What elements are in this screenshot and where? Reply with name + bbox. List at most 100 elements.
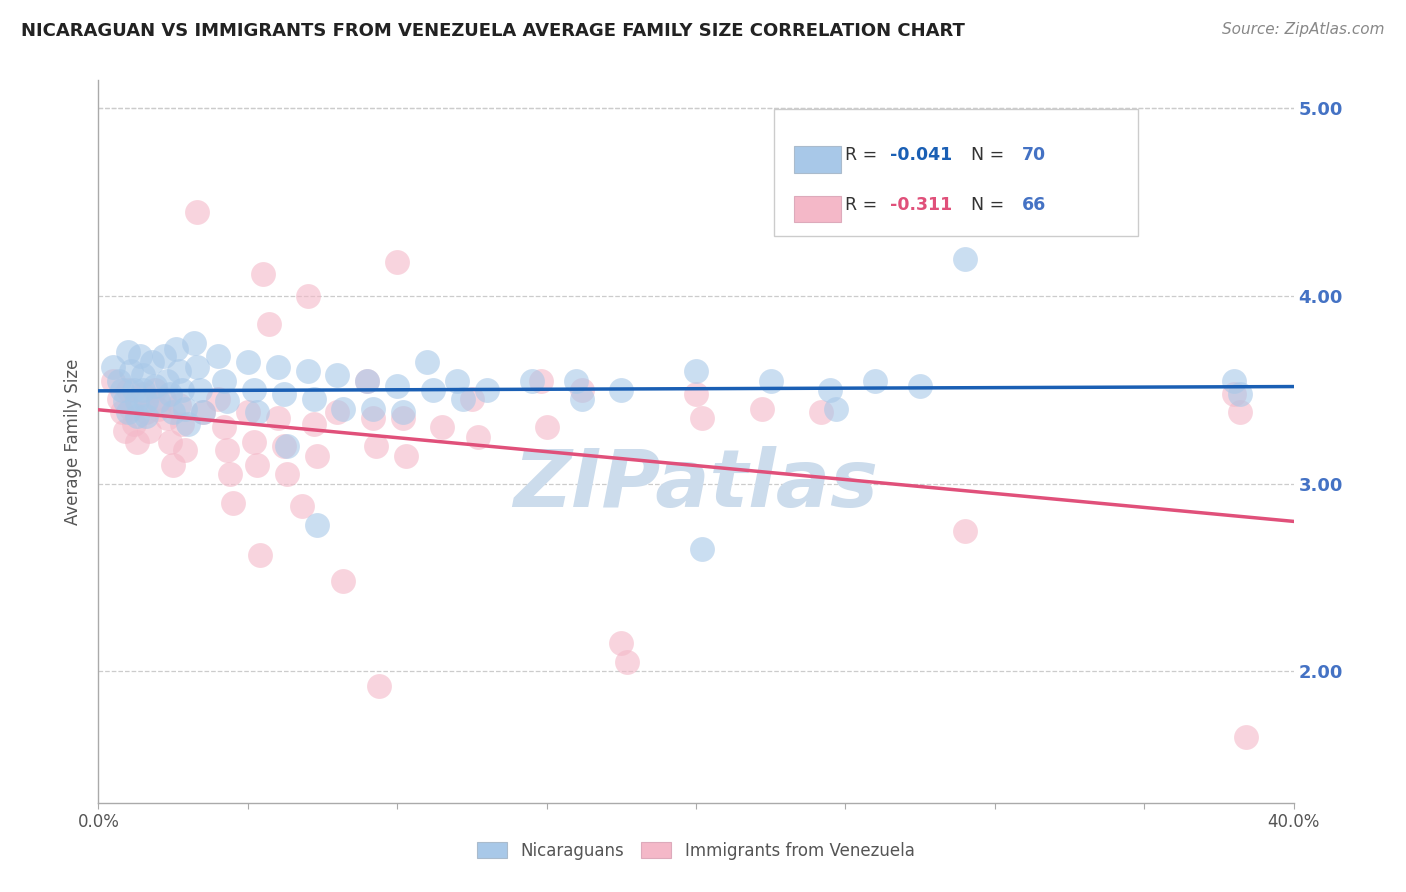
Point [127,409,149,424]
Text: N =: N = [970,146,1010,164]
Point [276,439,298,453]
Point [385,379,409,393]
Point [191,405,214,419]
Point [385,255,409,269]
Point [273,439,295,453]
Point [143,383,166,397]
Point [207,392,229,407]
Text: R =: R = [845,195,883,213]
Point [953,252,976,266]
Point [291,500,314,514]
Point [1223,374,1246,388]
Point [127,435,149,450]
Point [243,435,266,450]
Point [392,411,415,425]
Point [215,394,238,409]
Point [461,392,484,407]
Point [177,417,200,431]
Point [117,383,139,397]
Point [167,398,190,412]
Point [1229,386,1251,401]
Point [302,392,325,407]
Point [172,417,194,431]
Point [363,411,385,425]
Point [273,386,295,401]
Point [610,383,633,397]
Point [186,204,208,219]
Point [156,374,179,388]
Point [305,518,328,533]
Point [1223,386,1246,401]
Point [103,360,125,375]
Point [129,349,152,363]
Point [117,405,139,419]
Point [363,401,385,416]
Point [191,405,214,419]
FancyBboxPatch shape [773,109,1139,235]
Point [186,360,208,375]
Point [108,392,131,407]
Point [571,392,593,407]
Point [141,355,163,369]
Text: R =: R = [845,146,883,164]
Point [103,374,125,388]
Point [120,364,142,378]
Point [422,383,444,397]
Text: ZIPatlas: ZIPatlas [513,446,879,524]
Point [865,374,887,388]
Point [111,383,134,397]
Point [751,401,773,416]
Point [124,417,146,431]
Point [685,364,707,378]
Point [222,495,245,509]
Point [520,374,543,388]
Text: 70: 70 [1022,146,1046,164]
Point [392,405,415,419]
Point [953,524,976,538]
FancyBboxPatch shape [794,195,841,222]
Point [276,467,298,482]
Text: -0.041: -0.041 [890,146,953,164]
Point [162,405,184,419]
Text: Source: ZipAtlas.com: Source: ZipAtlas.com [1222,22,1385,37]
Point [138,424,160,438]
Point [297,364,319,378]
Point [111,405,134,419]
Point [174,401,197,416]
Text: 66: 66 [1022,195,1046,213]
Point [135,409,157,424]
Point [690,411,713,425]
Point [395,449,418,463]
Point [326,405,349,419]
Point [759,374,782,388]
Point [267,411,290,425]
Text: NICARAGUAN VS IMMIGRANTS FROM VENEZUELA AVERAGE FAMILY SIZE CORRELATION CHART: NICARAGUAN VS IMMIGRANTS FROM VENEZUELA … [21,22,965,40]
Point [117,345,139,359]
Point [215,442,238,457]
Point [132,386,155,401]
Point [162,458,184,472]
Point [302,417,325,431]
Point [143,379,166,393]
Point [236,405,259,419]
Point [416,355,439,369]
Point [148,394,170,409]
Point [114,394,136,409]
Point [156,411,179,425]
Point [167,364,190,378]
Point [246,405,269,419]
Point [430,420,453,434]
Point [820,383,842,397]
Point [685,386,707,401]
Point [153,349,176,363]
Point [252,267,274,281]
Point [1234,730,1257,744]
Point [297,289,319,303]
Point [1229,405,1251,419]
Point [305,449,328,463]
Point [332,574,354,589]
Point [530,374,553,388]
Point [153,392,176,407]
Point [243,383,266,397]
Point [108,374,131,388]
